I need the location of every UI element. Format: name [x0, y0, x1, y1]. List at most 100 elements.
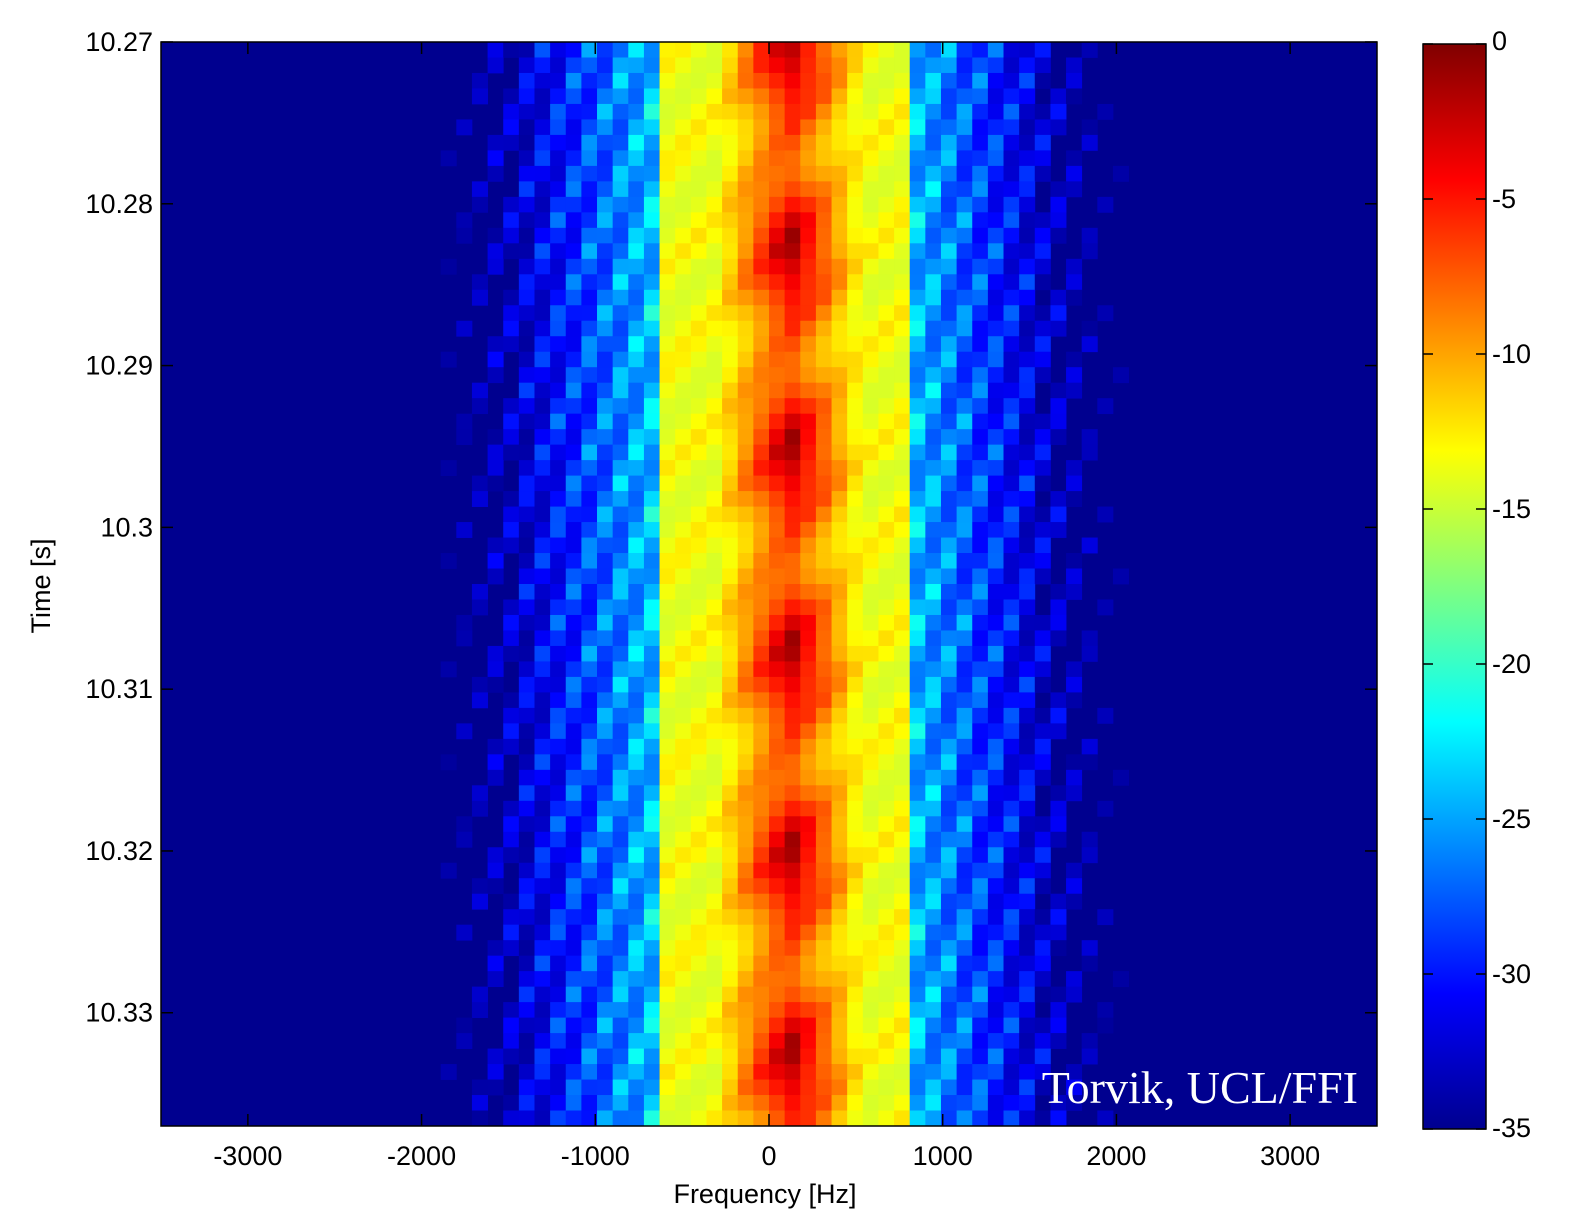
heatmap-cell	[550, 506, 567, 523]
heatmap-cell	[987, 1048, 1004, 1065]
heatmap-cell	[534, 336, 551, 353]
heatmap-cell	[612, 289, 629, 306]
heatmap-cell	[659, 1017, 676, 1034]
heatmap-cell	[925, 553, 942, 569]
heatmap-cell	[597, 429, 614, 446]
heatmap-cell	[534, 243, 551, 260]
heatmap-cell	[862, 336, 879, 353]
heatmap-cell	[940, 584, 958, 600]
heatmap-cell	[769, 398, 786, 415]
heatmap-cell	[1081, 336, 1098, 353]
heatmap-cell	[518, 553, 535, 569]
heatmap-cell	[878, 274, 895, 291]
heatmap-cell	[862, 754, 879, 771]
heatmap-cell	[518, 878, 535, 895]
heatmap-cell	[769, 150, 786, 167]
heatmap-cell	[909, 212, 926, 229]
heatmap-cell	[894, 645, 911, 662]
heatmap-cell	[518, 1079, 535, 1096]
heatmap-cell	[862, 1110, 879, 1127]
heatmap-cell	[518, 42, 535, 58]
heatmap-cell	[643, 986, 660, 1003]
heatmap-cell	[690, 429, 707, 446]
heatmap-cell	[581, 181, 598, 198]
heatmap-cell	[675, 336, 692, 353]
heatmap-cell	[675, 568, 692, 585]
heatmap-cell	[550, 134, 567, 151]
heatmap-cell	[675, 940, 692, 957]
heatmap-cell	[690, 305, 707, 322]
heatmap-cell	[471, 88, 488, 105]
heatmap-cell	[1034, 738, 1051, 755]
heatmap-cell	[909, 57, 926, 74]
heatmap-cell	[659, 72, 676, 89]
heatmap-cell	[534, 103, 551, 120]
heatmap-cell	[972, 955, 989, 972]
heatmap-cell	[643, 429, 660, 446]
heatmap-cell	[753, 475, 770, 492]
heatmap-cell	[1019, 940, 1036, 957]
heatmap-cell	[706, 862, 723, 879]
heatmap-cell	[690, 196, 707, 213]
heatmap-cell	[471, 72, 488, 89]
heatmap-cell	[612, 150, 629, 167]
heatmap-cell	[847, 243, 864, 260]
heatmap-cell	[597, 258, 614, 275]
heatmap-cell	[1019, 506, 1036, 523]
heatmap-cell	[815, 986, 832, 1003]
heatmap-cell	[1003, 475, 1020, 492]
heatmap-cell	[612, 460, 629, 476]
heatmap-cell	[628, 924, 645, 941]
heatmap-cell	[1050, 1033, 1067, 1049]
heatmap-cell	[1019, 57, 1036, 74]
heatmap-cell	[597, 661, 614, 678]
heatmap-cell	[800, 1002, 817, 1018]
heatmap-cell	[1003, 522, 1020, 538]
heatmap-cell	[753, 537, 770, 554]
heatmap-cell	[1081, 955, 1098, 972]
heatmap-cell	[550, 1048, 567, 1065]
heatmap-cell	[847, 847, 864, 864]
heatmap-cell	[628, 847, 645, 864]
heatmap-cell	[1066, 150, 1083, 167]
heatmap-cell	[706, 1095, 723, 1111]
heatmap-cell	[1019, 692, 1036, 709]
heatmap-cell	[612, 661, 629, 678]
heatmap-cell	[643, 413, 660, 430]
heatmap-cell	[987, 785, 1004, 802]
heatmap-cell	[643, 878, 660, 895]
heatmap-cell	[815, 42, 832, 58]
heatmap-cell	[1003, 553, 1020, 569]
heatmap-cell	[722, 475, 739, 492]
heatmap-cell	[831, 785, 848, 802]
heatmap-cell	[1112, 367, 1129, 384]
heatmap-cell	[1081, 243, 1098, 260]
heatmap-cell	[815, 738, 832, 755]
heatmap-cell	[737, 893, 754, 910]
heatmap-cell	[784, 940, 801, 957]
heatmap-cell	[956, 506, 973, 523]
heatmap-cell	[956, 754, 973, 771]
heatmap-cell	[597, 320, 614, 337]
heatmap-cell	[737, 506, 754, 523]
heatmap-cell	[909, 274, 926, 291]
heatmap-cell	[925, 258, 942, 275]
heatmap-cell	[940, 568, 958, 585]
heatmap-cell	[1003, 630, 1020, 647]
heatmap-cell	[597, 1017, 614, 1034]
heatmap-cell	[456, 614, 473, 631]
heatmap-cell	[675, 1079, 692, 1096]
heatmap-cell	[894, 444, 911, 461]
heatmap-cell	[706, 909, 723, 926]
heatmap-cell	[597, 1048, 614, 1065]
heatmap-cell	[597, 1033, 614, 1049]
heatmap-cell	[612, 924, 629, 941]
heatmap-cell	[909, 506, 926, 523]
heatmap-cell	[722, 1048, 739, 1065]
heatmap-cell	[597, 196, 614, 213]
heatmap-cell	[550, 940, 567, 957]
heatmap-cell	[550, 444, 567, 461]
heatmap-cell	[550, 103, 567, 120]
heatmap-cell	[690, 289, 707, 306]
heatmap-cell	[1019, 413, 1036, 430]
